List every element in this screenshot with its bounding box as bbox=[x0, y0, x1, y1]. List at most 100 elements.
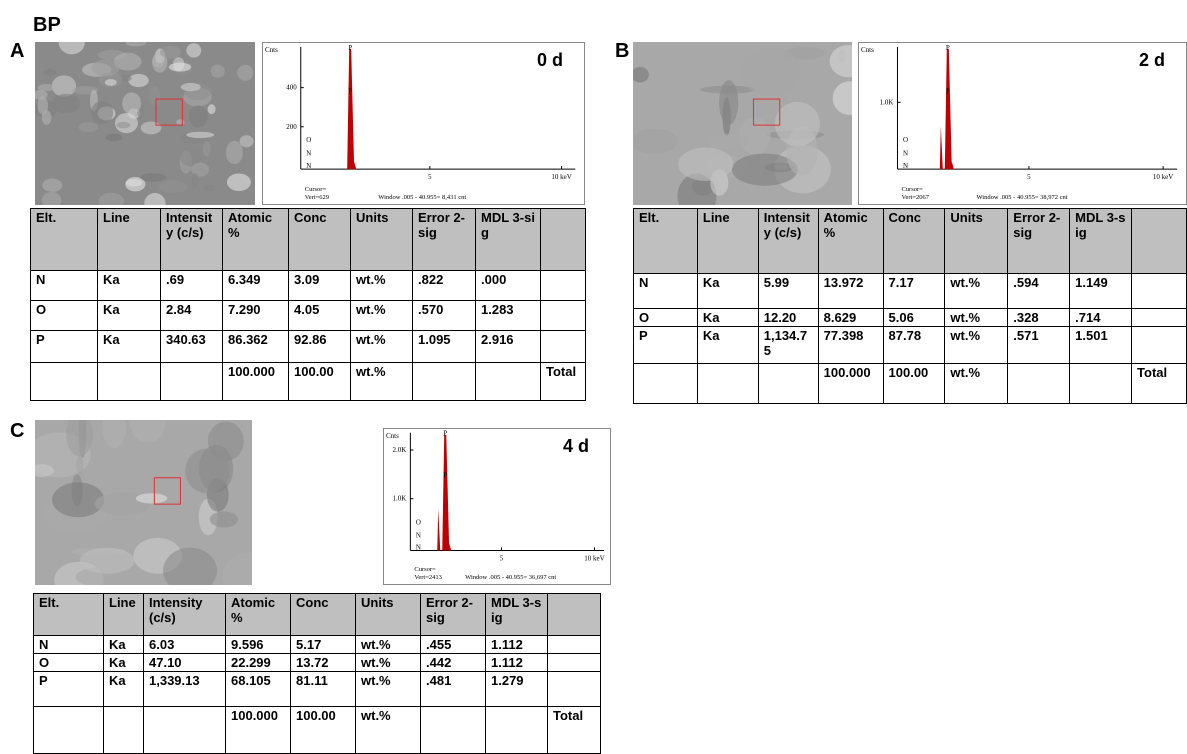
header-cell bbox=[541, 209, 586, 271]
table-cell bbox=[548, 672, 601, 707]
table-cell: wt.% bbox=[945, 309, 1008, 327]
table-cell bbox=[758, 364, 818, 404]
header-cell: Atomic % bbox=[223, 209, 289, 271]
table-cell: O bbox=[34, 654, 104, 672]
table-cell: N bbox=[34, 636, 104, 654]
header-cell: Units bbox=[351, 209, 413, 271]
table-cell: O bbox=[634, 309, 698, 327]
sem-texture bbox=[79, 122, 99, 132]
table-cell bbox=[1132, 309, 1187, 327]
spectrum-x-tick: 5 bbox=[1027, 173, 1031, 181]
peak-label: O bbox=[306, 136, 311, 144]
table-cell: .570 bbox=[413, 301, 476, 331]
sem-image bbox=[35, 42, 255, 205]
sem-texture bbox=[719, 80, 738, 125]
table-cell: .455 bbox=[421, 636, 486, 654]
spectrum-vert: Vert=629 bbox=[305, 194, 329, 201]
sem-texture bbox=[106, 134, 123, 142]
header-cell: Intensity (c/s) bbox=[144, 594, 226, 636]
table-cell: 100.000 bbox=[223, 363, 289, 401]
peak-label: O bbox=[416, 519, 421, 527]
peak-label: N bbox=[903, 162, 908, 170]
sem-texture bbox=[707, 134, 751, 149]
time-label: 2 d bbox=[1139, 50, 1165, 71]
table-cell: 5.06 bbox=[883, 309, 945, 327]
table-cell: wt.% bbox=[356, 654, 421, 672]
table-cell bbox=[486, 707, 548, 754]
spectrum-y-label: Cnts bbox=[861, 46, 874, 54]
table-cell bbox=[413, 363, 476, 401]
sem-texture bbox=[76, 455, 83, 473]
figure-title: BP bbox=[33, 14, 61, 37]
header-cell: Error 2-sig bbox=[413, 209, 476, 271]
table-row: NKa5.9913.9727.17wt.%.5941.149 bbox=[634, 274, 1187, 309]
spectrum-x-tick: 10 keV bbox=[1153, 173, 1173, 181]
spectrum-cursor: Cursor= bbox=[414, 566, 436, 573]
sem-texture bbox=[140, 173, 166, 182]
peak-label: N bbox=[416, 532, 421, 540]
table-cell bbox=[104, 707, 144, 754]
eds-table: Elt.LineIntensity (c/s)Atomic %ConcUnits… bbox=[30, 208, 586, 401]
table-cell: .481 bbox=[421, 672, 486, 707]
sem-texture bbox=[128, 74, 148, 87]
table-cell: Ka bbox=[98, 301, 161, 331]
spectrum-y-label: Cnts bbox=[265, 46, 278, 54]
table-cell: 81.11 bbox=[291, 672, 356, 707]
spectrum-cursor: Cursor= bbox=[305, 186, 327, 193]
sem-texture bbox=[80, 548, 135, 574]
sem-texture bbox=[136, 493, 167, 503]
spectrum-frame bbox=[859, 43, 1187, 205]
table-cell: 6.03 bbox=[144, 636, 226, 654]
header-cell: Atomic % bbox=[818, 209, 883, 274]
table-cell: .571 bbox=[1008, 327, 1070, 364]
table-cell: P bbox=[34, 672, 104, 707]
panel-label: C bbox=[10, 420, 24, 443]
table-cell: 7.290 bbox=[223, 301, 289, 331]
table-cell: 100.00 bbox=[289, 363, 351, 401]
table-cell: Ka bbox=[98, 271, 161, 301]
table-cell: wt.% bbox=[945, 364, 1008, 404]
panel-label: A bbox=[10, 40, 24, 63]
table-cell: wt.% bbox=[351, 363, 413, 401]
table-cell: 6.349 bbox=[223, 271, 289, 301]
header-cell bbox=[1132, 209, 1187, 274]
peak-label: N bbox=[306, 150, 311, 158]
peak-label: P bbox=[946, 87, 950, 95]
spectrum-cursor: Cursor= bbox=[901, 186, 923, 193]
table-cell bbox=[476, 363, 541, 401]
sem-texture bbox=[160, 46, 181, 59]
table-row: OKa2.847.2904.05wt.%.5701.283 bbox=[31, 301, 586, 331]
table-cell: 100.000 bbox=[818, 364, 883, 404]
table-cell bbox=[548, 654, 601, 672]
sem-texture bbox=[43, 69, 56, 76]
table-cell: N bbox=[31, 271, 98, 301]
table-cell: wt.% bbox=[351, 301, 413, 331]
header-row: Elt.LineIntensity (c/s)Atomic %ConcUnits… bbox=[34, 594, 601, 636]
sem-texture bbox=[126, 179, 143, 187]
table-cell: Ka bbox=[697, 327, 758, 364]
header-cell: Elt. bbox=[31, 209, 98, 271]
table-cell: 77.398 bbox=[818, 327, 883, 364]
spectrum-window: Window .005 - 40.955= 36,697 cnt bbox=[465, 574, 556, 581]
peak-label: N bbox=[306, 162, 311, 170]
table-cell bbox=[1070, 364, 1132, 404]
table-cell: .822 bbox=[413, 271, 476, 301]
peak-label: P bbox=[348, 44, 352, 52]
table-cell: 13.972 bbox=[818, 274, 883, 309]
table-cell: 3.09 bbox=[289, 271, 351, 301]
table-cell: wt.% bbox=[356, 707, 421, 754]
table-cell: .69 bbox=[161, 271, 223, 301]
table-cell: Ka bbox=[697, 274, 758, 309]
panel-label: B bbox=[615, 40, 629, 63]
table-cell: .000 bbox=[476, 271, 541, 301]
table-cell: wt.% bbox=[356, 636, 421, 654]
header-cell: Atomic % bbox=[226, 594, 291, 636]
table-row: PKa340.6386.36292.86wt.%1.0952.916 bbox=[31, 331, 586, 363]
sem-texture bbox=[203, 185, 215, 191]
table-cell: 100.00 bbox=[883, 364, 945, 404]
